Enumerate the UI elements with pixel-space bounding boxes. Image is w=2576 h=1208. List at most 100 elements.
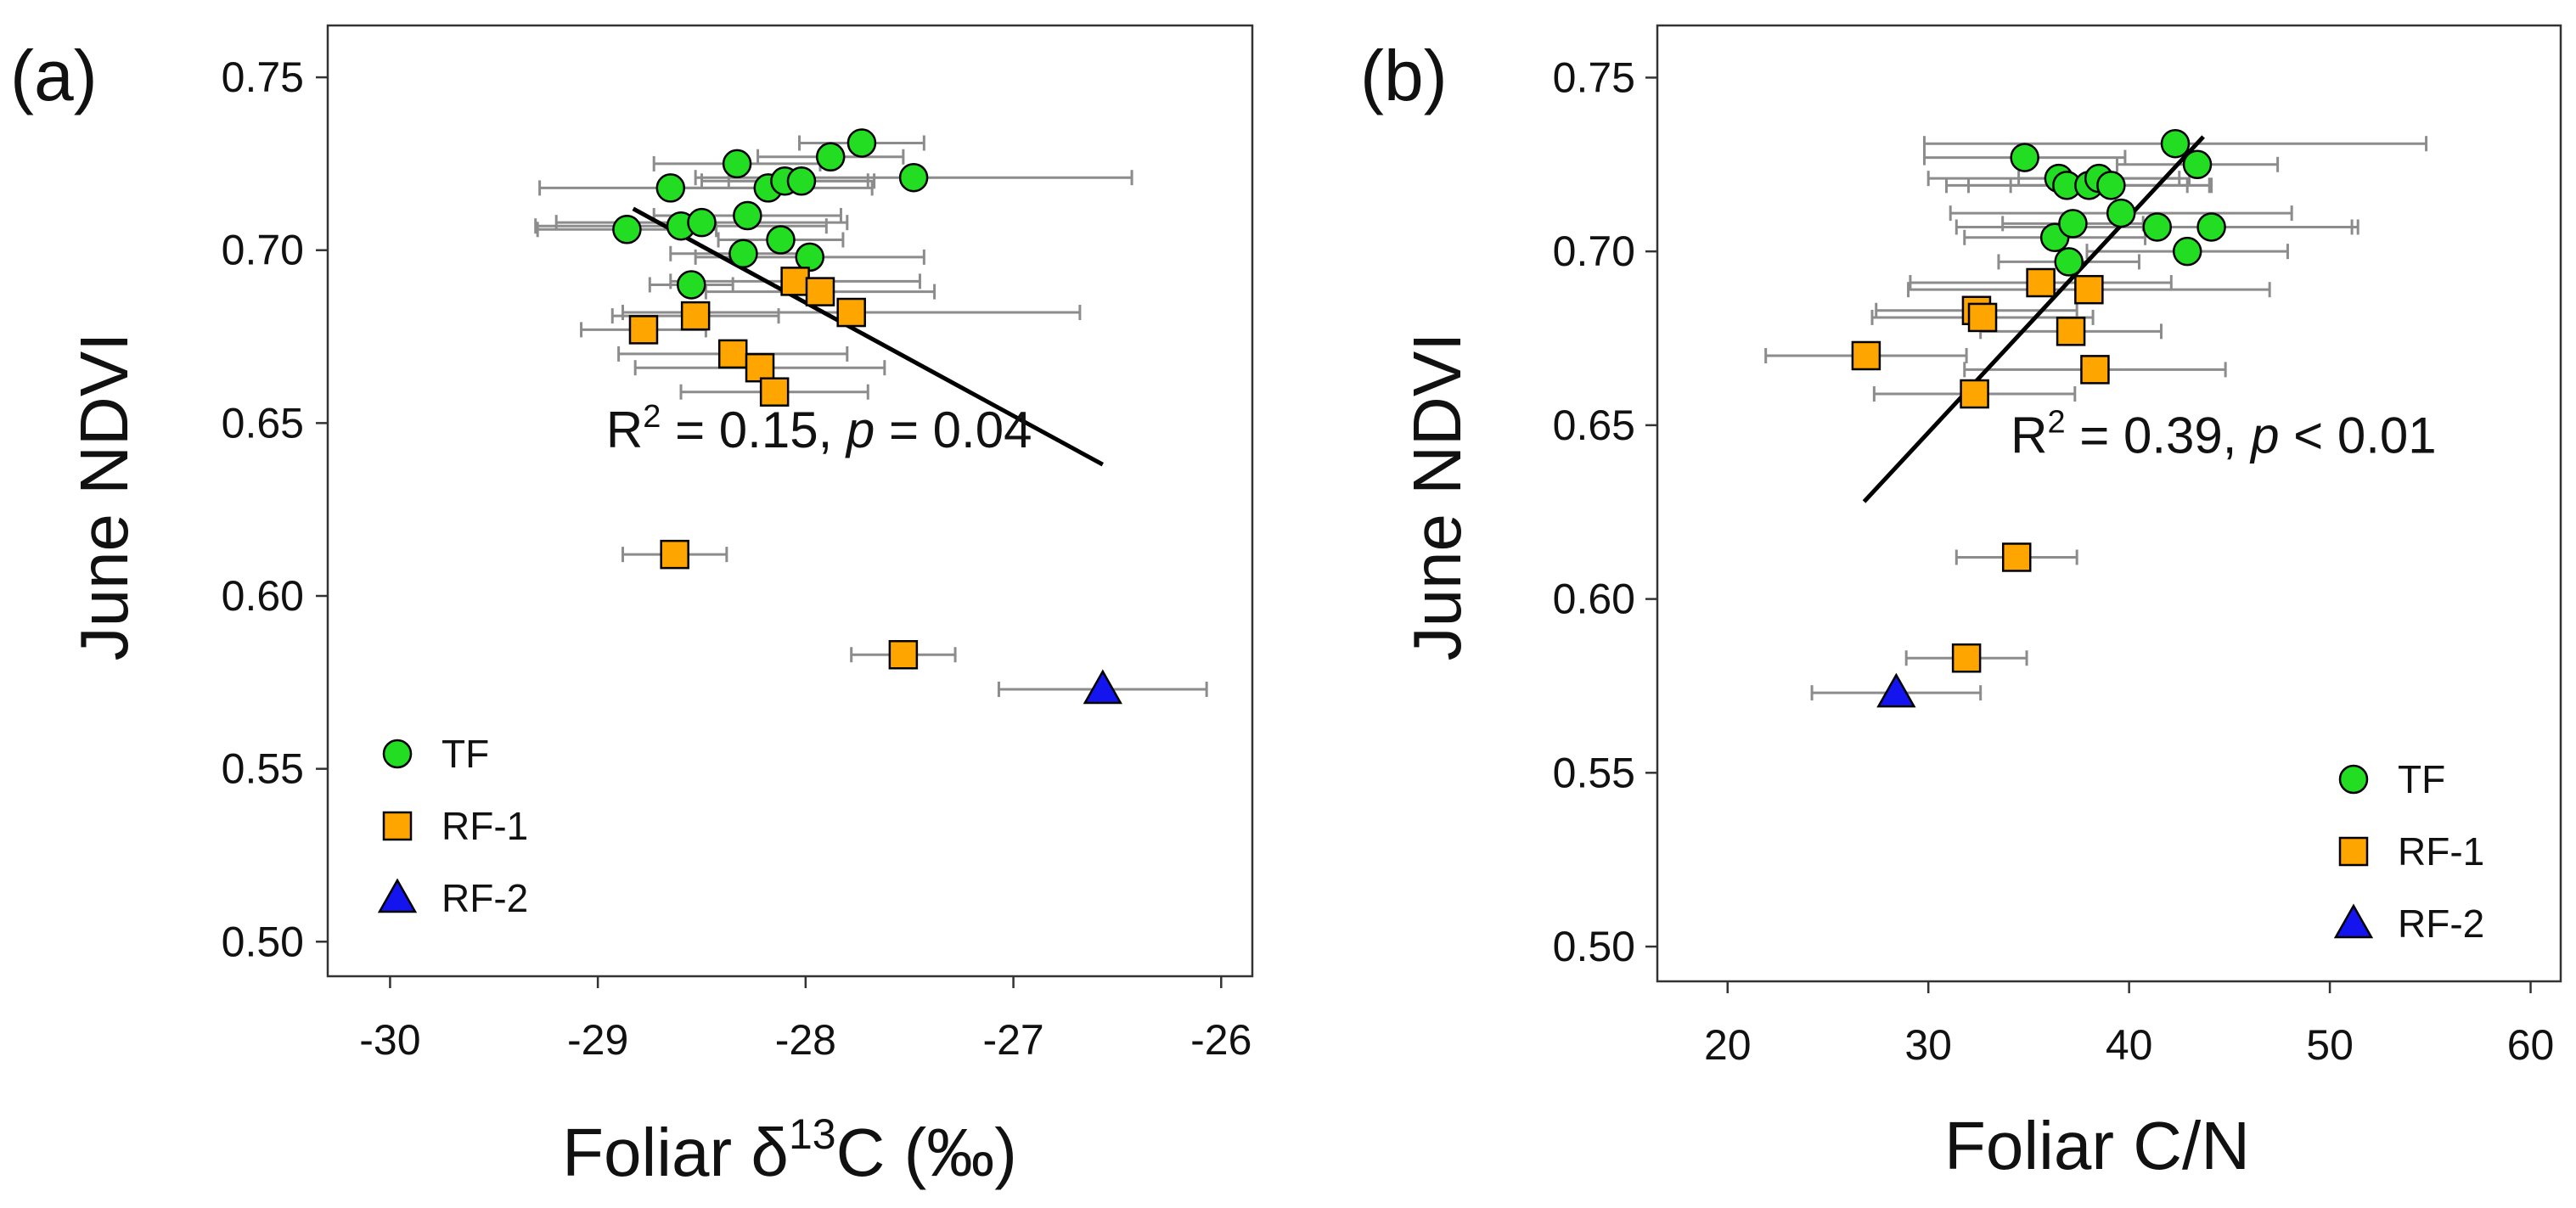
legend-label: TF (2398, 757, 2445, 801)
y-tick-label: 0.60 (1553, 576, 1635, 623)
point-rf-1 (660, 539, 689, 570)
regression-line (632, 206, 1104, 467)
point-tf (795, 242, 824, 273)
x-tick-label: -26 (1190, 1016, 1251, 1064)
data-points (612, 128, 1122, 705)
x-tick-label: 40 (2106, 1021, 2153, 1069)
legend-marker-rf-2 (2333, 903, 2374, 939)
y-axis-title: June NDVI (66, 333, 142, 661)
r2-symbol: R (2011, 407, 2047, 464)
point-rf-2 (1083, 669, 1122, 705)
regression-line (1862, 135, 2205, 503)
legend-label: RF-1 (442, 804, 528, 848)
panel-a: (a) 0.50 0.55 0.60 0.65 0.70 0.75 -30 -29 -28 -27 -… (10, 24, 1254, 1190)
y-tick-label: 0.55 (1553, 749, 1635, 796)
panel-label: (b) (1360, 36, 1448, 115)
point-tf (786, 166, 817, 196)
y-axis-title: June NDVI (1399, 333, 1475, 661)
point-rf-1 (2080, 355, 2110, 385)
point-rf-1 (2074, 274, 2104, 305)
x-tick-label: -29 (567, 1016, 628, 1064)
point-tf (2054, 247, 2084, 277)
p-symbol: p (845, 402, 875, 458)
point-tf (722, 149, 752, 179)
r2-superscript: 2 (2047, 405, 2065, 441)
legend-label: RF-1 (2398, 829, 2484, 874)
x-axis-title: Foliar C/N (1944, 1108, 2250, 1183)
legend-marker-tf (382, 739, 413, 769)
r2-symbol: R (606, 402, 643, 458)
y-tick-label: 0.60 (222, 572, 304, 620)
y-tick-label: 0.70 (222, 227, 304, 274)
point-tf (815, 142, 846, 172)
legend-marker-rf-1 (2338, 836, 2369, 867)
point-rf-1 (628, 315, 659, 345)
r2-value: = 0.39, (2066, 407, 2252, 464)
point-rf-2 (1876, 672, 1916, 708)
point-rf-1 (1951, 643, 1982, 673)
y-tick-label: 0.75 (1553, 53, 1635, 101)
point-rf-1 (1967, 302, 1998, 333)
point-tf (733, 200, 762, 231)
legend-label: RF-2 (2398, 902, 2484, 946)
point-tf (612, 215, 642, 244)
x-tick-label: 60 (2507, 1021, 2555, 1069)
x-tick-label: -30 (359, 1016, 420, 1064)
point-tf (2196, 212, 2226, 242)
y-tick-label: 0.70 (1553, 228, 1635, 275)
point-tf (898, 162, 929, 193)
point-tf (2142, 212, 2172, 242)
point-rf-1 (1960, 379, 1989, 409)
x-axis-title-superscript: 13 (789, 1110, 836, 1158)
y-tick-label: 0.65 (222, 399, 304, 447)
point-tf (677, 270, 706, 300)
x-tick-label: 20 (1704, 1021, 1752, 1069)
legend-marker-tf (2338, 764, 2369, 795)
p-symbol: p (2249, 407, 2279, 464)
point-tf (846, 128, 877, 158)
x-axis-title-part: Foliar δ (562, 1115, 789, 1190)
x-tick-label: 50 (2306, 1021, 2354, 1069)
legend: TF RF-1 RF-2 (2333, 757, 2484, 946)
legend-marker-rf-2 (377, 878, 418, 913)
point-rf-1 (2056, 317, 2086, 346)
y-tick-label: 0.50 (222, 918, 304, 965)
point-tf (728, 239, 758, 269)
point-rf-1 (680, 301, 711, 331)
point-tf (655, 173, 686, 203)
point-rf-1 (759, 377, 790, 407)
y-tick-label: 0.55 (222, 745, 304, 793)
p-value: < 0.01 (2280, 407, 2437, 464)
y-tick-label: 0.75 (222, 53, 304, 101)
legend: TF RF-1 RF-2 (377, 732, 528, 920)
x-tick-label: -28 (775, 1016, 836, 1064)
point-tf (2106, 198, 2136, 228)
legend-marker-rf-1 (382, 811, 413, 841)
plot-frame (326, 24, 1254, 978)
x-axis-title: Foliar δ13C (‰) (562, 1110, 1017, 1190)
point-tf (687, 207, 717, 238)
panel-label: (a) (10, 36, 98, 115)
point-tf (766, 225, 796, 255)
point-rf-1 (2001, 542, 2032, 572)
x-tick-label: -27 (982, 1016, 1043, 1064)
point-tf (2096, 171, 2126, 200)
point-rf-1 (780, 267, 810, 296)
point-rf-1 (836, 297, 866, 328)
plot-frame (1656, 24, 2562, 983)
point-tf (2182, 149, 2213, 180)
data-points (1851, 128, 2226, 708)
point-rf-1 (717, 339, 748, 369)
point-rf-1 (1851, 340, 1881, 371)
point-tf (2010, 143, 2039, 172)
legend-label: RF-2 (442, 876, 528, 920)
x-axis-title-part: C (‰) (836, 1115, 1017, 1190)
point-tf (2058, 209, 2088, 239)
point-rf-1 (2026, 267, 2056, 298)
y-tick-label: 0.50 (1553, 923, 1635, 970)
point-rf-1 (745, 352, 775, 383)
point-rf-1 (805, 277, 835, 306)
r2-superscript: 2 (643, 399, 661, 435)
regression-stats: R2 = 0.15, p = 0.04 (606, 399, 1032, 458)
